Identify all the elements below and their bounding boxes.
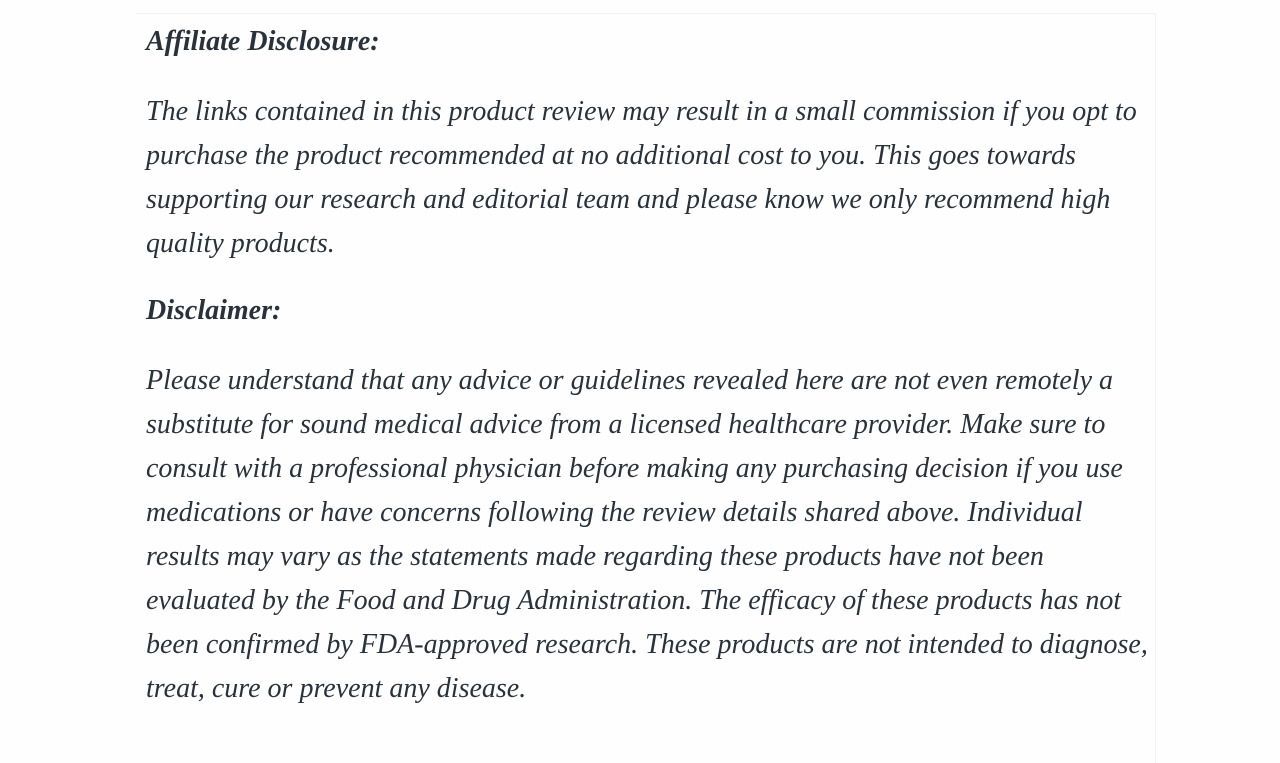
affiliate-disclosure-heading: Affiliate Disclosure: [146,26,380,57]
disclaimer-paragraph: Please understand that any advice or gui… [146,365,1148,704]
article-disclosure-section: Affiliate Disclosure: The links containe… [146,0,1152,734]
content-right-divider [1155,13,1156,763]
affiliate-disclosure-paragraph: The links contained in this product revi… [146,96,1137,259]
disclaimer-heading: Disclaimer: [146,295,282,326]
content-top-divider [137,13,1155,14]
